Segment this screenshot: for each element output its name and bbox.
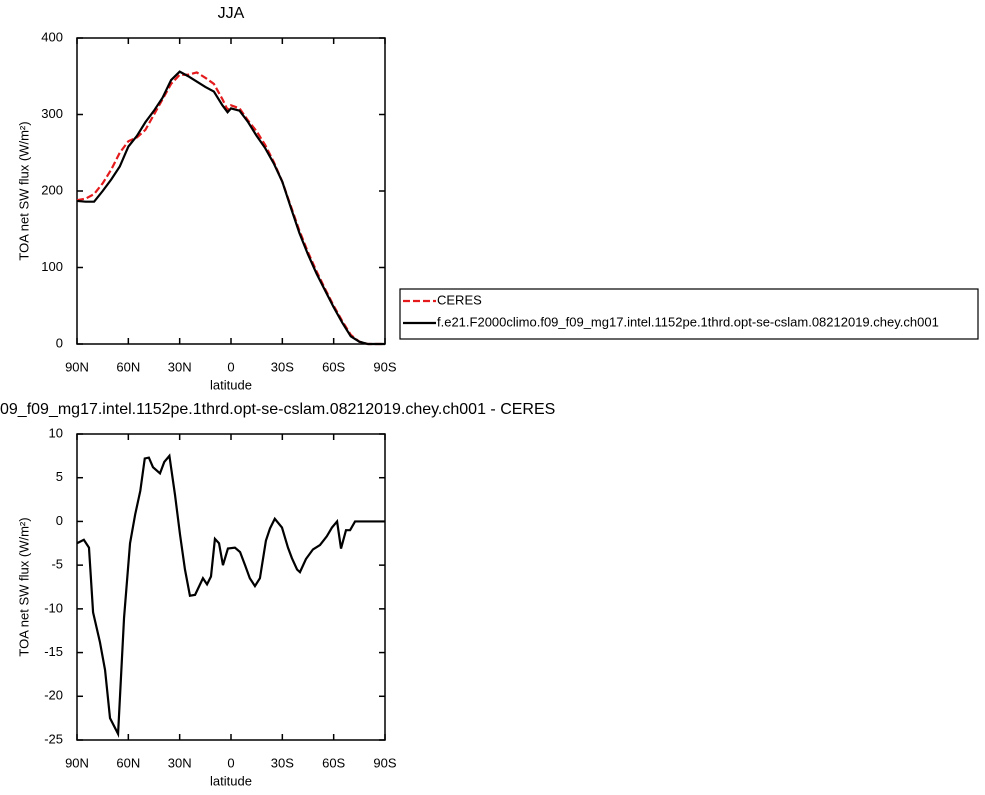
x-tick-label: 0 (227, 755, 234, 770)
y-tick-label: -15 (44, 644, 63, 659)
x-tick-label: 60S (322, 755, 345, 770)
x-tick-label: 90S (373, 755, 396, 770)
legend-label: f.e21.F2000climo.f09_f09_mg17.intel.1152… (437, 314, 939, 329)
x-tick-label: 30S (271, 755, 294, 770)
data-line (76, 70, 385, 346)
y-tick-label: -25 (44, 731, 63, 746)
x-tick-label: 60N (116, 359, 140, 374)
chart-title: 09_f09_mg17.intel.1152pe.1thrd.opt-se-cs… (0, 401, 555, 418)
x-tick-label: 90N (65, 359, 89, 374)
x-tick-label: 60N (116, 755, 140, 770)
x-tick-label: 60S (322, 359, 345, 374)
data-line (76, 71, 385, 346)
y-tick-label: 400 (41, 29, 63, 44)
y-tick-label: 0 (56, 513, 63, 528)
y-tick-label: 100 (41, 259, 63, 274)
x-axis-label: latitude (210, 377, 252, 392)
legend-label: CERES (437, 292, 482, 307)
x-tick-label: 90N (65, 755, 89, 770)
y-axis-label: TOA net SW flux (W/m²) (16, 121, 31, 260)
x-tick-label: 30S (271, 359, 294, 374)
x-tick-label: 90S (373, 359, 396, 374)
x-axis-label: latitude (210, 773, 252, 788)
y-tick-label: -5 (51, 557, 63, 572)
y-tick-label: 300 (41, 106, 63, 121)
y-tick-label: -20 (44, 688, 63, 703)
chart-title: JJA (218, 5, 245, 22)
legend-frame (399, 288, 979, 340)
data-line (76, 453, 385, 739)
y-tick-label: 10 (49, 425, 63, 440)
x-tick-label: 30N (168, 359, 192, 374)
y-tick-label: -10 (44, 600, 63, 615)
y-tick-label: 5 (56, 469, 63, 484)
x-tick-label: 0 (227, 359, 234, 374)
y-tick-label: 0 (56, 335, 63, 350)
y-tick-label: 200 (41, 182, 63, 197)
x-tick-label: 30N (168, 755, 192, 770)
y-axis-label: TOA net SW flux (W/m²) (16, 517, 31, 656)
plot-frame (76, 37, 386, 345)
plot-frame (76, 433, 386, 741)
